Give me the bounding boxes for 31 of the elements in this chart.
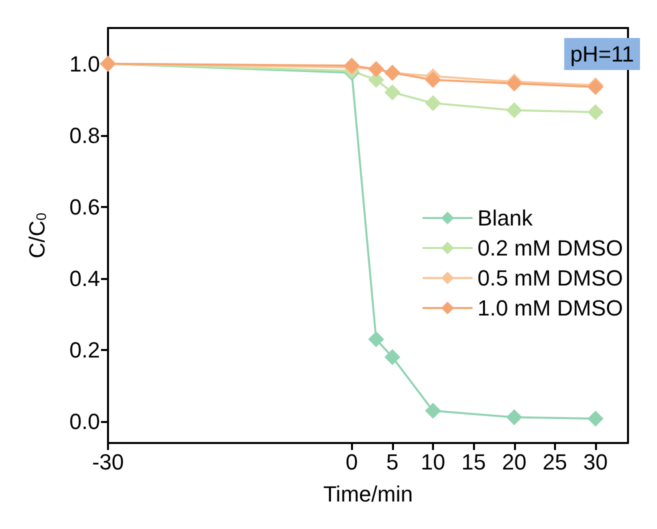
- x-tick-label: 25: [542, 450, 568, 474]
- point: [384, 84, 400, 100]
- legend-label: 1.0 mM DMSO: [478, 296, 624, 320]
- y-axis-title: C/C0: [24, 212, 50, 258]
- point: [425, 95, 441, 112]
- y-tick-label: 0.4: [69, 266, 100, 291]
- annotation: pH=11: [570, 42, 634, 66]
- point: [588, 410, 604, 427]
- y-tick-label: 1.0: [69, 51, 100, 76]
- x-tick-label: 30: [583, 450, 608, 474]
- x-tick-label: 0: [346, 450, 358, 474]
- legend-label: Blank: [478, 206, 534, 230]
- x-tick-label: 20: [502, 450, 526, 474]
- y-tick-label: 0.0: [69, 409, 100, 434]
- x-tick-label: 10: [420, 450, 446, 474]
- y-tick-label: 0.2: [69, 337, 100, 362]
- legend-label: 0.5 mM DMSO: [478, 266, 624, 290]
- point: [425, 402, 441, 419]
- point: [588, 104, 604, 120]
- y-tick-label: 0.6: [69, 194, 100, 220]
- point: [506, 102, 522, 118]
- point: [368, 331, 384, 348]
- y-tick-label: 0.8: [69, 122, 100, 148]
- x-tick-label: 15: [461, 450, 486, 474]
- x-tick-label: -30: [92, 450, 124, 474]
- point: [425, 72, 441, 88]
- point: [384, 349, 400, 366]
- point: [506, 409, 522, 426]
- legend-label: 0.2 mM DMSO: [478, 236, 624, 260]
- x-tick-label: 5: [386, 450, 398, 474]
- x-axis-title: Time/min: [323, 482, 413, 506]
